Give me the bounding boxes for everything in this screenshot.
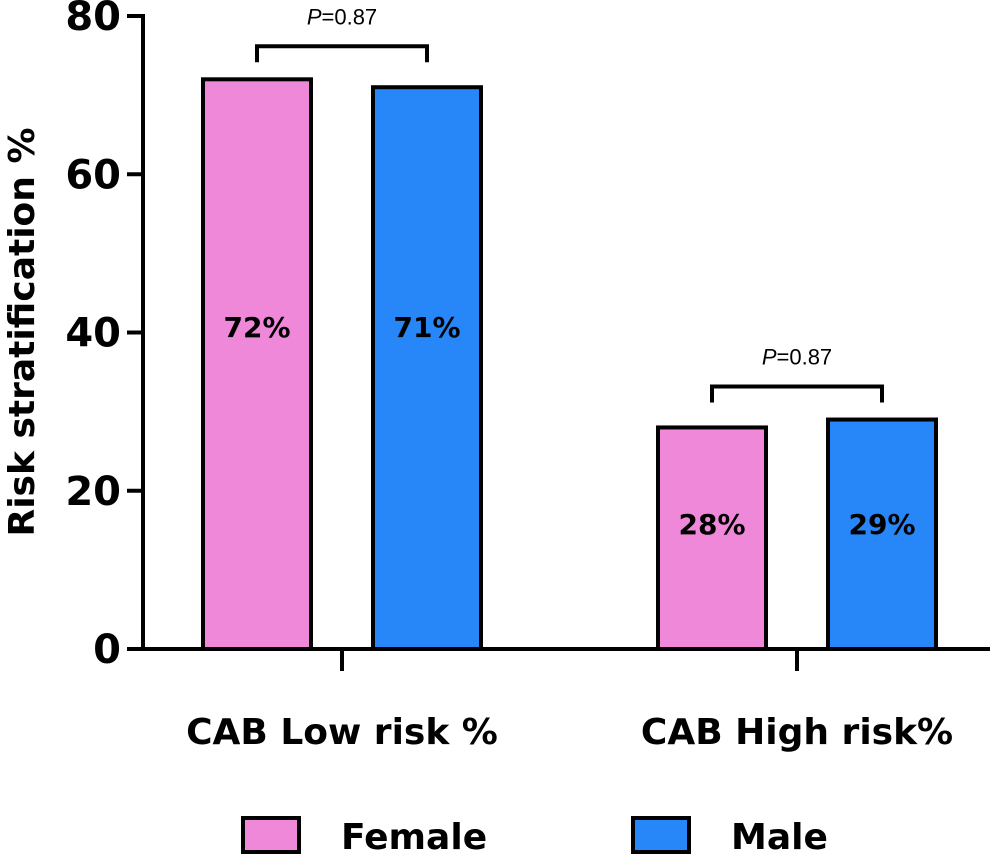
bar-female	[656, 425, 768, 652]
axes: 0 20 40 60 80 Risk stratification % CAB Low ri…	[2, 0, 990, 753]
p-symbol: P	[762, 345, 777, 370]
y-tick-label: 40	[65, 311, 121, 357]
x-tick-label: CAB High risk%	[641, 712, 953, 753]
y-tick-label: 20	[65, 469, 121, 515]
data-label: 71%	[393, 311, 460, 344]
data-label: 29%	[848, 508, 915, 541]
x-tick-label: CAB Low risk %	[186, 712, 498, 753]
legend-swatch-female	[241, 816, 301, 854]
p-value-label: P=0.87	[307, 4, 377, 29]
data-label: 28%	[678, 508, 745, 541]
annotations: P=0.87P=0.87	[255, 4, 884, 403]
bars: 72% 71% 28% 29%	[201, 77, 938, 652]
legend-label-male: Male	[731, 817, 828, 855]
legend-swatch-male	[631, 816, 691, 854]
y-axis-label: Risk stratification %	[2, 127, 43, 536]
legend: Female Male	[241, 816, 828, 855]
significance-bracket	[710, 384, 884, 403]
p-value: =0.87	[322, 4, 378, 29]
data-label: 72%	[223, 311, 290, 344]
y-tick-label: 0	[93, 627, 121, 673]
bar-male	[371, 85, 483, 651]
y-tick-label: 80	[65, 0, 121, 40]
p-value: =0.87	[777, 345, 833, 370]
bar-male	[826, 417, 938, 651]
significance-bracket	[255, 44, 429, 63]
p-symbol: P	[307, 4, 322, 29]
legend-label-female: Female	[341, 817, 487, 855]
p-value-label: P=0.87	[762, 345, 832, 370]
y-tick-label: 60	[65, 152, 121, 198]
bar-female	[201, 77, 313, 652]
